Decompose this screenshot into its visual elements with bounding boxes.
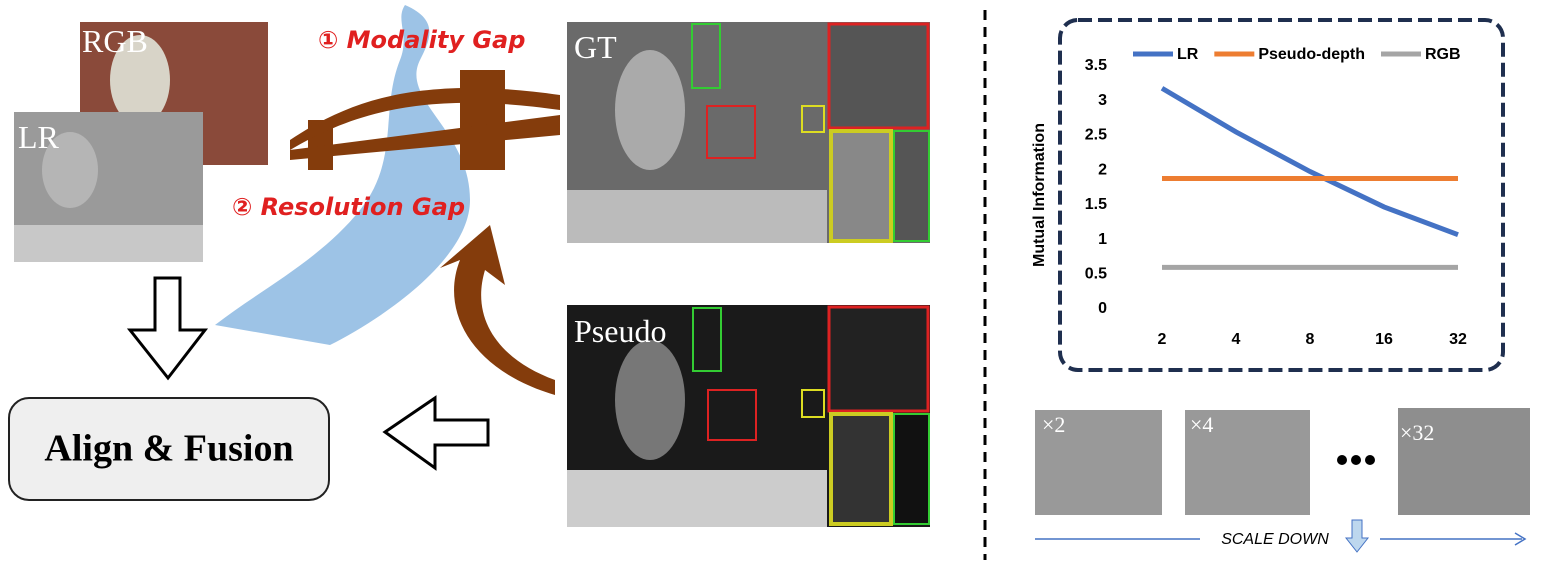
lr-label: LR: [18, 119, 60, 155]
left-arrow: [382, 395, 490, 471]
x-tick-label: 2: [1158, 331, 1167, 348]
scaled-image: [1035, 410, 1162, 515]
scale-down-arrow: [1344, 519, 1370, 553]
modality-gap: ① Modality Gap: [318, 26, 525, 54]
fusion-label: Align & Fusion: [44, 428, 293, 470]
rgb-label: RGB: [82, 23, 148, 59]
zoom-inset: [893, 130, 930, 242]
scale-arrowhead: [1514, 532, 1527, 546]
image-shape: [615, 340, 685, 460]
y-axis-label: Mutual Information: [1031, 123, 1048, 267]
x-tick-label: 8: [1306, 331, 1315, 348]
x-tick-label: 32: [1449, 331, 1467, 348]
y-tick-label: 0: [1098, 300, 1107, 317]
gt-label: GT: [574, 29, 617, 65]
legend-label: RGB: [1425, 46, 1461, 63]
chart-frame: [1058, 18, 1505, 372]
series-line: [1160, 86, 1459, 238]
fusion-box: [8, 397, 330, 501]
y-tick-label: 1.5: [1085, 196, 1107, 213]
y-tick-label: 1: [1098, 231, 1107, 248]
y-tick-label: 0.5: [1085, 266, 1107, 283]
zoom-box: [801, 105, 825, 133]
x-tick-label: 16: [1375, 331, 1393, 348]
image-shape: [42, 132, 98, 208]
pseudo-label: Pseudo: [574, 313, 666, 349]
scale-label: ×32: [1400, 420, 1434, 445]
zoom-box: [706, 105, 756, 159]
x-tick-label: 4: [1232, 331, 1241, 348]
zoom-inset: [829, 412, 893, 526]
y-tick-label: 3: [1098, 92, 1107, 109]
resolution-gap: ② Resolution Gap: [232, 193, 465, 221]
ellipsis-dot: [1365, 455, 1375, 465]
curved-arrow: [440, 225, 555, 395]
zoom-box: [801, 389, 825, 418]
ellipsis-dot: [1351, 455, 1361, 465]
river: [215, 5, 470, 345]
ellipsis-dot: [1337, 455, 1347, 465]
scaled-image: [1185, 410, 1310, 515]
zoom-inset: [893, 413, 930, 525]
image-shape: [14, 225, 203, 262]
y-tick-label: 2.5: [1085, 127, 1107, 144]
zoom-inset: [829, 129, 893, 243]
scale-down-label: SCALE DOWN: [1221, 531, 1329, 548]
image-shape: [615, 50, 685, 170]
scale-label: ×4: [1190, 412, 1213, 437]
bridge: [290, 70, 560, 170]
image-shape: [567, 470, 827, 527]
scale-label: ×2: [1042, 412, 1065, 437]
y-tick-label: 3.5: [1085, 57, 1107, 74]
zoom-box: [691, 23, 721, 89]
zoom-box: [692, 307, 722, 372]
zoom-inset: [827, 305, 930, 413]
legend-label: Pseudo-depth: [1258, 46, 1365, 63]
image-shape: [110, 35, 170, 125]
y-tick-label: 2: [1098, 161, 1107, 178]
zoom-box: [707, 389, 757, 441]
down-arrow: [126, 276, 209, 381]
zoom-inset: [827, 22, 930, 130]
scaled-image: [1398, 408, 1530, 515]
legend-label: LR: [1177, 46, 1199, 63]
image-shape: [567, 190, 827, 243]
